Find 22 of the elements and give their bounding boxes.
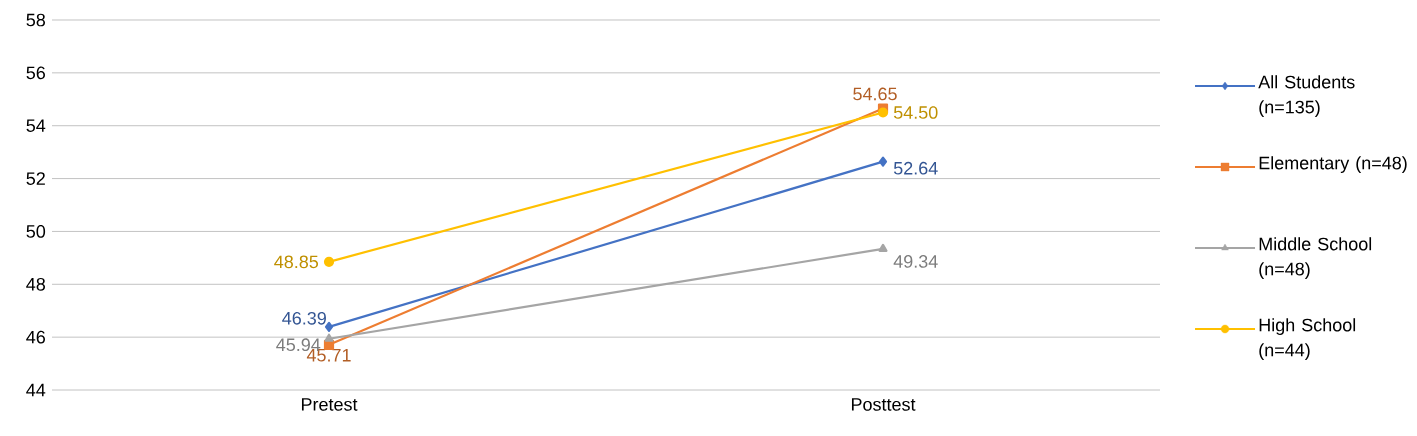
legend-label: All Students (n=135): [1258, 75, 1355, 117]
y-tick-label: 58: [26, 13, 46, 27]
data-label: 49.34: [893, 255, 938, 268]
y-tick-label: 44: [26, 383, 46, 397]
y-tick-label: 52: [26, 172, 45, 185]
data-label: 48.85: [274, 255, 319, 269]
data-label: 46.39: [282, 311, 326, 325]
data-label: 45.71: [306, 349, 351, 362]
data-label: 54.65: [853, 87, 897, 101]
legend-label: Middle School (n=48): [1259, 237, 1372, 279]
data-label: 45.94: [276, 338, 321, 352]
data-label: 54.50: [893, 106, 938, 119]
legend-label: High School (n=44): [1259, 318, 1356, 360]
y-tick-label: 46: [26, 330, 46, 344]
x-tick-label: Pretest: [301, 398, 358, 411]
y-tick-label: 54: [26, 119, 46, 132]
x-tick-label: Posttest: [851, 398, 916, 411]
legend-label: Elementary (n=48): [1259, 156, 1407, 173]
y-tick-label: 56: [26, 66, 46, 80]
data-label: 52.64: [893, 161, 938, 175]
y-tick-label: 50: [26, 225, 46, 238]
y-tick-label: 48: [26, 277, 46, 291]
